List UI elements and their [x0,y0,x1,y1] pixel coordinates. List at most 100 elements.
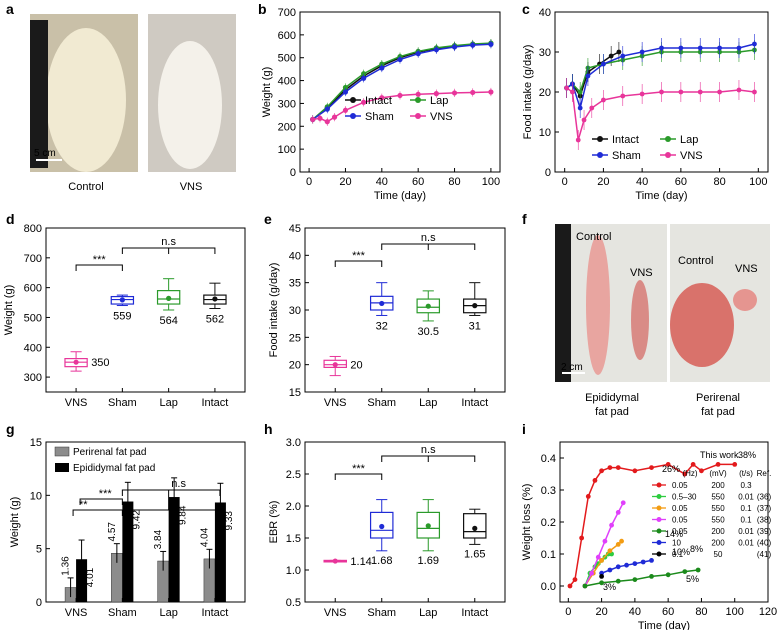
data-point [342,89,349,95]
y-tick-label: 0 [290,167,296,179]
data-point [649,574,654,579]
box-mean [332,362,338,368]
panel-letter: g [6,421,15,437]
y-tick-label: 1.0 [286,565,301,577]
vns-rat-body [158,41,222,169]
x-tick-label: VNS [65,607,88,619]
y-tick-label: 600 [24,283,42,295]
legend-label: Lap [680,134,698,146]
data-point [620,53,626,59]
y-tick-label: 45 [289,223,301,235]
box-mean [73,359,79,365]
legend-label: Sham [365,111,394,123]
panel-letter: d [6,211,15,227]
y-tick-label: 0.4 [541,453,556,465]
y-tick-label: 600 [278,30,296,42]
data-point [607,465,613,470]
table-legend-marker [656,551,662,557]
x-axis-label: Time (day) [638,620,690,630]
data-point [451,44,458,50]
epididymal-photo [555,224,667,382]
box-mean [425,303,431,309]
data-point [615,465,621,470]
data-point [697,45,703,51]
y-axis-label: EBR (%) [268,501,280,544]
data-point [639,91,645,97]
x-tick-label: Intact [201,607,228,619]
x-tick-label: 20 [597,176,609,188]
annotation-label: 3% [603,582,616,592]
median-value-label: 32 [376,320,388,332]
data-point [415,51,421,57]
data-point [331,114,338,120]
data-point [678,89,684,95]
legend-label: VNS [680,150,703,162]
y-tick-label: 15 [30,437,42,449]
bar-value-label: 1.36 [61,556,72,576]
data-point [317,115,323,121]
legend-label: Intact [612,134,639,146]
plot-frame [299,11,501,173]
vns-fat-pad [631,280,649,360]
x-tick-label: 120 [759,606,777,618]
data-point [608,53,614,59]
scale-label: 5 cm [34,148,56,159]
data-point [361,99,367,105]
x-tick-label: Sham [367,607,396,619]
data-point [639,49,645,55]
table-cell: 200 [711,539,725,548]
panel-letter: f [522,211,527,227]
panel-letter: c [522,1,530,17]
x-axis-label: Time (day) [374,190,426,202]
data-point [690,462,696,467]
photo-label: VNS [180,181,203,193]
legend-swatch [55,463,69,472]
data-point [632,561,638,566]
table-legend-marker [656,517,662,522]
y-tick-label: 2.5 [286,469,301,481]
legend-marker [350,113,356,119]
data-point [697,89,703,95]
plot-frame [45,441,246,603]
bar-value-label: 3.84 [153,529,164,549]
data-point [715,462,721,467]
y-tick-label: 700 [24,253,42,265]
panel-letter: a [6,1,14,17]
box-mean [472,525,478,532]
y-tick-label: 2.0 [286,501,301,513]
photo-caption: fat pad [595,406,629,418]
bar-value-label: 4.01 [85,567,96,587]
table-cell: (37) [757,504,772,513]
x-tick-label: Intact [461,397,488,409]
table-legend-marker [656,505,662,511]
sig-bracket [121,489,221,496]
table-header: (Hz) [682,469,697,478]
data-point [324,119,330,125]
median-value-label: 559 [113,311,131,323]
data-point [607,548,613,554]
legend-label: Epididymal fat pad [73,463,155,474]
series-line [584,540,623,587]
panel-letter: h [264,421,273,437]
y-tick-label: 300 [278,98,296,110]
data-point [620,93,626,99]
x-tick-label: VNS [65,397,88,409]
sig-bracket [79,498,123,505]
legend-label: VNS [430,111,453,123]
y-tick-label: 100 [278,144,296,156]
legend-marker [597,136,603,142]
legend-marker [665,136,671,142]
bar-epididymal [122,501,134,602]
y-tick-label: 40 [539,7,551,19]
photo-caption: Epididymal [585,392,639,404]
table-cell: (40) [757,539,772,548]
table-cell: 550 [711,493,725,502]
data-point [397,92,403,99]
data-point [736,87,742,93]
median-value-label: 30.5 [418,326,439,338]
y-axis-label: Weight loss (%) [521,484,533,561]
x-tick-label: VNS [324,607,347,619]
data-point [361,75,367,81]
panel-letter: i [522,421,526,437]
x-tick-label: 80 [448,176,460,188]
